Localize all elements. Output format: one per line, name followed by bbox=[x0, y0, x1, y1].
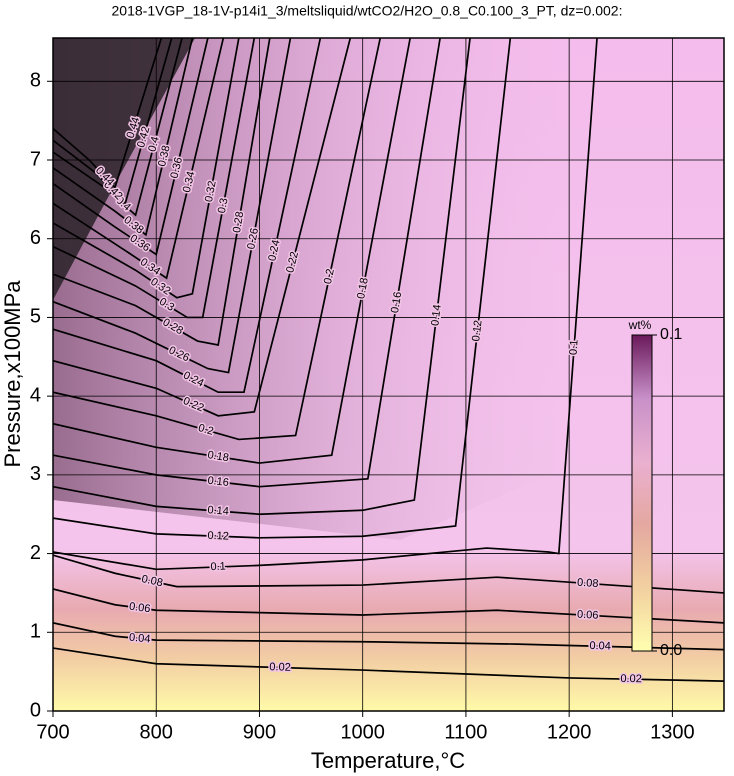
contour-line bbox=[53, 622, 724, 651]
frame bbox=[52, 37, 725, 712]
y-tick-label: 4 bbox=[30, 384, 41, 406]
y-tick-label: 2 bbox=[30, 542, 41, 564]
plot-area: 0.020.020.040.040.06 0.060.08 0.080.10.10.… bbox=[53, 38, 724, 711]
colorbar-tick-label: 0.1 bbox=[660, 326, 682, 343]
contour-line bbox=[53, 38, 598, 571]
contour-line bbox=[53, 38, 382, 441]
contour-label: 0.1 bbox=[210, 561, 226, 574]
contour-line bbox=[53, 38, 183, 217]
contour-label: 0.08 bbox=[577, 577, 599, 590]
contour-label: 0.28 bbox=[231, 211, 246, 234]
contour-label: 0.02 bbox=[269, 661, 291, 674]
contour-label: 0.04 bbox=[589, 640, 611, 653]
contour-line bbox=[53, 38, 352, 417]
contour-line bbox=[53, 38, 209, 256]
contour-line bbox=[53, 38, 225, 280]
contour-line bbox=[53, 38, 412, 464]
contour-label: 0.32 bbox=[203, 180, 219, 203]
contour-line bbox=[53, 38, 240, 299]
contour-label: 0.12 bbox=[207, 530, 229, 543]
x-tick-label: 700 bbox=[36, 721, 69, 743]
chart-title: 2018-1VGP_18-1V-p14i1_3/meltsliquid/wtCO… bbox=[112, 3, 623, 19]
contour-line bbox=[53, 38, 512, 539]
contour-label: 0.26 bbox=[245, 227, 261, 250]
contour-label: 0.06 bbox=[128, 601, 151, 616]
y-tick-label: 0 bbox=[30, 699, 41, 721]
contour-label: 0.14 bbox=[207, 504, 229, 518]
x-tick-label: 1000 bbox=[340, 721, 385, 743]
contour-label: 0.18 bbox=[207, 449, 230, 464]
y-tick-label: 5 bbox=[30, 306, 41, 328]
contour-label: 0.14 bbox=[429, 304, 443, 327]
y-tick-label: 3 bbox=[30, 463, 41, 485]
contour-line bbox=[53, 38, 292, 374]
contour-line bbox=[53, 38, 194, 237]
x-tick-label: 1100 bbox=[444, 721, 487, 743]
contour-line bbox=[53, 38, 163, 190]
y-tick-label: 6 bbox=[30, 227, 41, 249]
contour-label: 0.18 bbox=[355, 277, 371, 300]
contour-line bbox=[53, 647, 724, 682]
contour-label: 0.16 bbox=[207, 475, 230, 489]
contour-label: 0.12 bbox=[470, 319, 484, 342]
contour-line bbox=[53, 38, 271, 346]
contour-line bbox=[53, 38, 256, 319]
y-tick-label: 8 bbox=[30, 70, 41, 92]
contour-label: 0.04 bbox=[128, 632, 150, 646]
contour-line bbox=[53, 38, 441, 488]
colorbar bbox=[631, 334, 653, 652]
contour-label: 0.3 bbox=[216, 197, 231, 214]
contour-line bbox=[53, 588, 724, 624]
x-tick-label: 900 bbox=[243, 721, 276, 743]
colorbar-label: wt% bbox=[628, 318, 652, 332]
colorbar-tick-label: 0.0 bbox=[660, 642, 682, 659]
contour-label: 0.36 bbox=[168, 156, 185, 180]
contour-line bbox=[53, 38, 471, 516]
contour-label: 0.06 bbox=[577, 609, 599, 622]
y-tick-label: 7 bbox=[30, 148, 41, 170]
contour-label: 0.02 bbox=[620, 673, 642, 685]
contour-label: 0.1 bbox=[567, 339, 580, 355]
contour-label: 0.2 bbox=[322, 268, 337, 285]
contour-label: 0.16 bbox=[389, 291, 404, 314]
y-tick-label: 1 bbox=[30, 621, 41, 643]
x-tick-label: 800 bbox=[140, 721, 173, 743]
grid bbox=[53, 38, 724, 711]
contour-line bbox=[53, 38, 322, 394]
dark-region bbox=[53, 38, 195, 300]
colorbar-ticks: 0.0 0.1 bbox=[652, 326, 682, 659]
contour-label: 0.4 bbox=[146, 135, 161, 153]
axes: 700 800 900 1000 1100 1200 1300 0 1 2 3 4 5 6 7 8 bbox=[30, 70, 695, 744]
x-axis-label: Temperature,°C bbox=[311, 748, 465, 773]
contour-label: 0.2 bbox=[197, 422, 215, 438]
contours bbox=[53, 38, 724, 682]
contour-line bbox=[53, 38, 173, 205]
x-tick-label: 1200 bbox=[547, 721, 592, 743]
y-axis-label: Pressure,x100MPa bbox=[0, 280, 25, 468]
contour-line bbox=[53, 554, 724, 594]
x-tick-label: 1300 bbox=[650, 721, 695, 743]
